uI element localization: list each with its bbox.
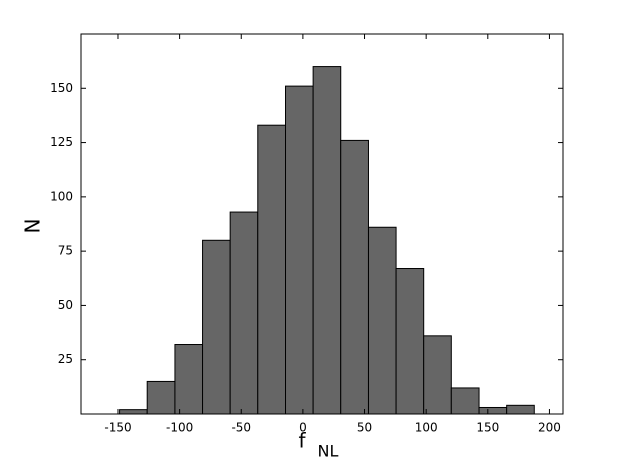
x-tick-label: -100 <box>166 421 193 435</box>
plot-frame <box>80 33 564 415</box>
bar <box>174 344 204 415</box>
x-tick-label: 100 <box>415 421 438 435</box>
bar <box>450 387 480 415</box>
bar <box>478 406 508 415</box>
bar <box>395 268 425 415</box>
bar <box>506 404 535 415</box>
y-tick-label: 25 <box>58 352 73 366</box>
y-axis-label: N <box>21 219 45 234</box>
bar <box>257 124 287 415</box>
bar <box>119 409 148 415</box>
x-tick-label: 200 <box>538 421 561 435</box>
bar <box>146 380 176 415</box>
bar <box>423 335 452 415</box>
x-tick-label: 150 <box>476 421 499 435</box>
bar <box>312 66 342 415</box>
y-tick-label: 150 <box>50 81 73 95</box>
y-tick-label: 125 <box>50 135 73 149</box>
bar <box>202 239 231 415</box>
bar <box>285 85 314 415</box>
bar <box>229 211 259 415</box>
x-tick-label: 0 <box>299 421 307 435</box>
x-tick-label: -50 <box>231 421 251 435</box>
x-axis-label-subscript: NL <box>318 442 339 461</box>
x-axis-label: f <box>298 429 306 453</box>
bar <box>367 226 397 415</box>
y-tick-label: 100 <box>50 189 73 203</box>
y-tick-label: 50 <box>58 298 73 312</box>
x-tick-label: 50 <box>357 421 372 435</box>
x-tick-label: -150 <box>104 421 131 435</box>
bar <box>340 139 369 415</box>
y-tick-label: 75 <box>58 244 73 258</box>
